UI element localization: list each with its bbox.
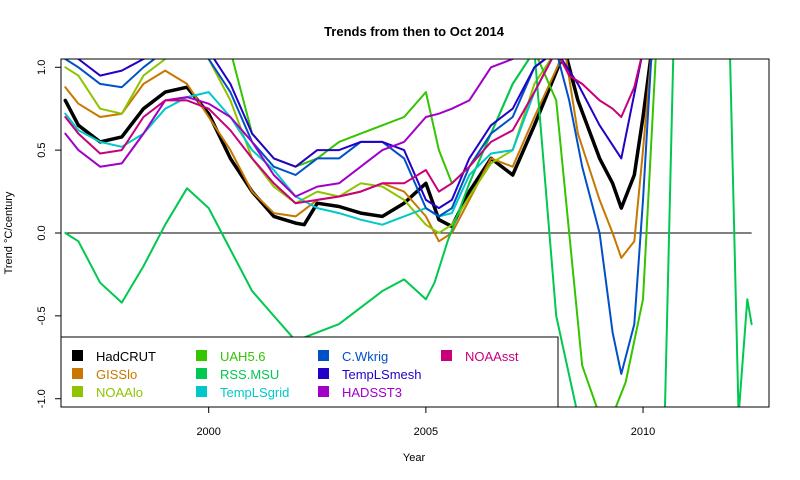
series-line-hadcrut bbox=[63, 59, 653, 229]
legend-label: TempLSgrid bbox=[220, 385, 289, 400]
legend-swatch bbox=[318, 386, 329, 397]
legend-swatch bbox=[196, 350, 207, 361]
x-axis-label: Year bbox=[403, 452, 426, 464]
legend-swatch bbox=[318, 368, 329, 379]
series-line-noaalo bbox=[64, 59, 552, 234]
x-tick-label: 2000 bbox=[196, 426, 220, 438]
x-tick-label: 2010 bbox=[631, 426, 655, 438]
legend-label: C.Wkrig bbox=[342, 349, 388, 364]
x-tick-label: 2005 bbox=[414, 426, 438, 438]
axes: 2000 2005 2010 -1.0 -0.5 0.0 0.5 1.0 bbox=[36, 60, 655, 438]
legend: HadCRUT GISSlo NOAAlo UAH5.6 RSS.MSU TempLSgr… bbox=[60, 336, 559, 408]
legend-label: TempLSmesh bbox=[342, 367, 421, 382]
legend-swatch bbox=[72, 368, 83, 379]
legend-box bbox=[60, 336, 559, 408]
legend-swatch bbox=[196, 386, 207, 397]
y-tick-label: 0.5 bbox=[36, 142, 48, 157]
y-tick-label: -0.5 bbox=[36, 306, 48, 325]
legend-label: UAH5.6 bbox=[220, 349, 266, 364]
plot-area bbox=[63, 59, 753, 407]
y-tick-label: -1.0 bbox=[36, 389, 48, 408]
legend-swatch bbox=[72, 350, 83, 361]
legend-label: RSS.MSU bbox=[220, 367, 279, 382]
chart-title: Trends from then to Oct 2014 bbox=[324, 24, 505, 39]
y-axis-label: Trend °C/century bbox=[3, 191, 15, 274]
series-line-c-wkrig bbox=[64, 59, 653, 375]
legend-label: NOAAlo bbox=[96, 385, 143, 400]
legend-label: HadCRUT bbox=[96, 349, 156, 364]
legend-swatch bbox=[196, 368, 207, 379]
series-line-gisslo bbox=[64, 59, 652, 259]
series-line-rss-msu bbox=[64, 59, 753, 407]
legend-label: HADSST3 bbox=[342, 385, 402, 400]
legend-swatch bbox=[441, 350, 452, 361]
legend-swatch bbox=[72, 386, 83, 397]
series-line-templsmesh bbox=[76, 59, 643, 210]
y-tick-label: 1.0 bbox=[36, 60, 48, 75]
series-line-noaasst bbox=[64, 59, 643, 205]
legend-label: NOAAsst bbox=[465, 349, 519, 364]
legend-label: GISSlo bbox=[96, 367, 137, 382]
legend-swatch bbox=[318, 350, 329, 361]
y-tick-label: 0.0 bbox=[36, 225, 48, 240]
series-line-hadsst3 bbox=[64, 59, 515, 198]
series-line-uah5-6 bbox=[140, 59, 657, 407]
